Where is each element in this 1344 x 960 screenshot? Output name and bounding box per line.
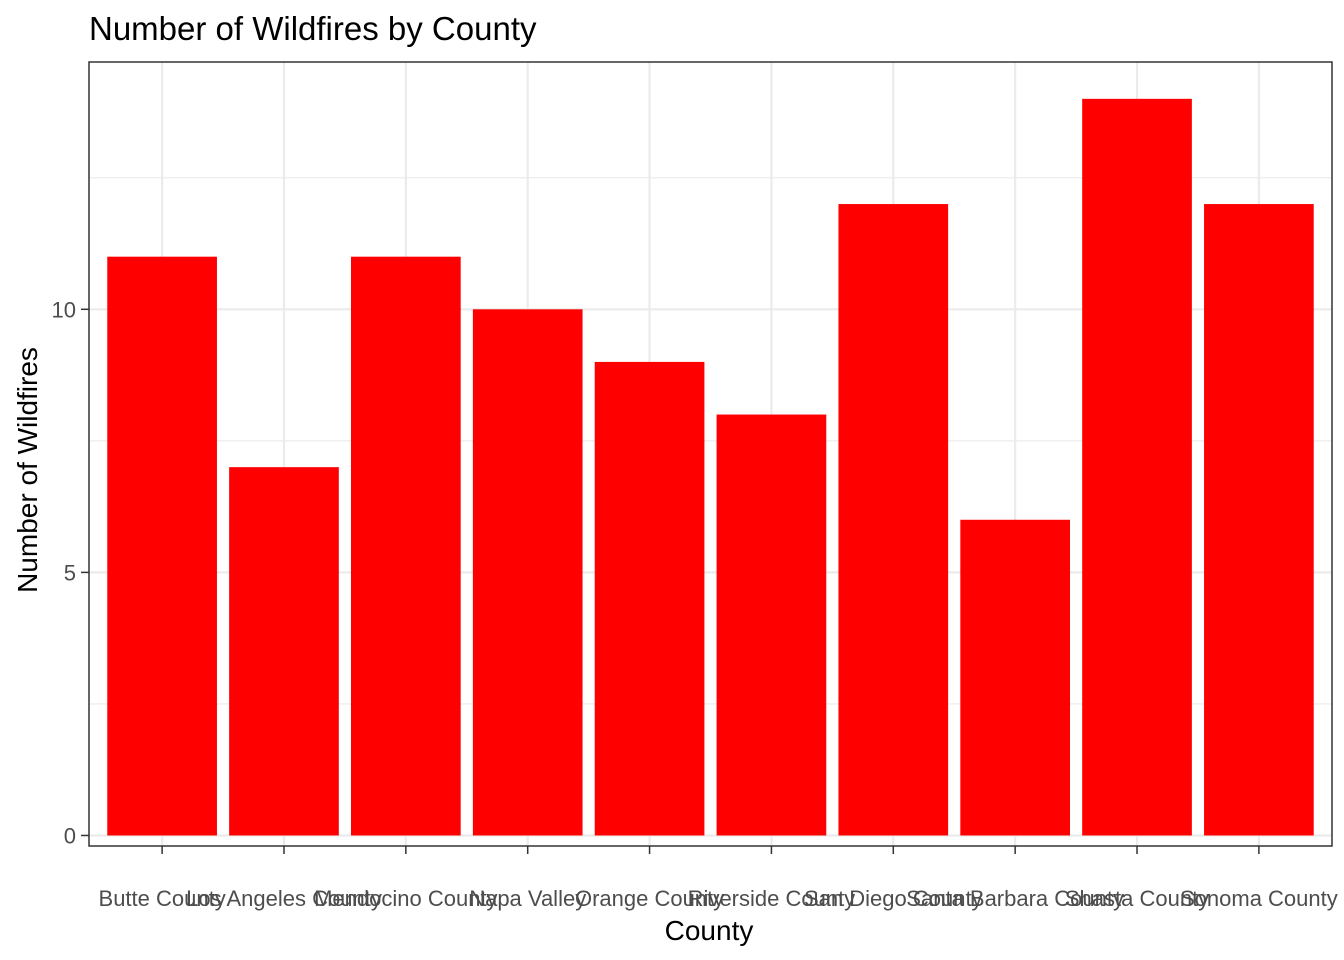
bar	[472, 309, 583, 836]
x-tick-label: Butte County	[99, 886, 226, 911]
x-tick-label: Riverside County	[688, 886, 856, 911]
x-tick-label: San Diego County	[804, 886, 983, 911]
bars	[107, 98, 1314, 836]
bar	[716, 414, 827, 836]
bar	[351, 256, 461, 836]
bar	[594, 361, 705, 836]
bar	[107, 256, 217, 836]
x-tick-label: Mendocino County	[314, 886, 497, 911]
chart-title: Number of Wildfires by County	[89, 10, 537, 47]
x-tick-label: Napa Valley	[469, 886, 586, 911]
bar	[229, 467, 339, 836]
y-tick-label: 0	[64, 823, 76, 848]
x-tick-label: Shasta County	[1065, 886, 1209, 911]
x-tick-label: Santa Barbara County	[906, 886, 1124, 911]
bar	[838, 204, 949, 836]
y-tick-label: 5	[64, 560, 76, 585]
panel-border	[88, 61, 1333, 847]
x-tick-label: Orange County	[575, 886, 724, 911]
x-tick-label: Sonoma County	[1180, 886, 1338, 911]
y-tick-label: 10	[52, 297, 76, 322]
y-axis: 0 5 10	[52, 297, 89, 848]
x-axis-title: County	[665, 915, 754, 946]
bar	[1082, 98, 1192, 836]
y-axis-title: Number of Wildfires	[12, 347, 43, 593]
bar	[960, 519, 1070, 836]
bar	[1204, 204, 1314, 836]
x-tick-label: Los Angeles County	[186, 886, 382, 911]
